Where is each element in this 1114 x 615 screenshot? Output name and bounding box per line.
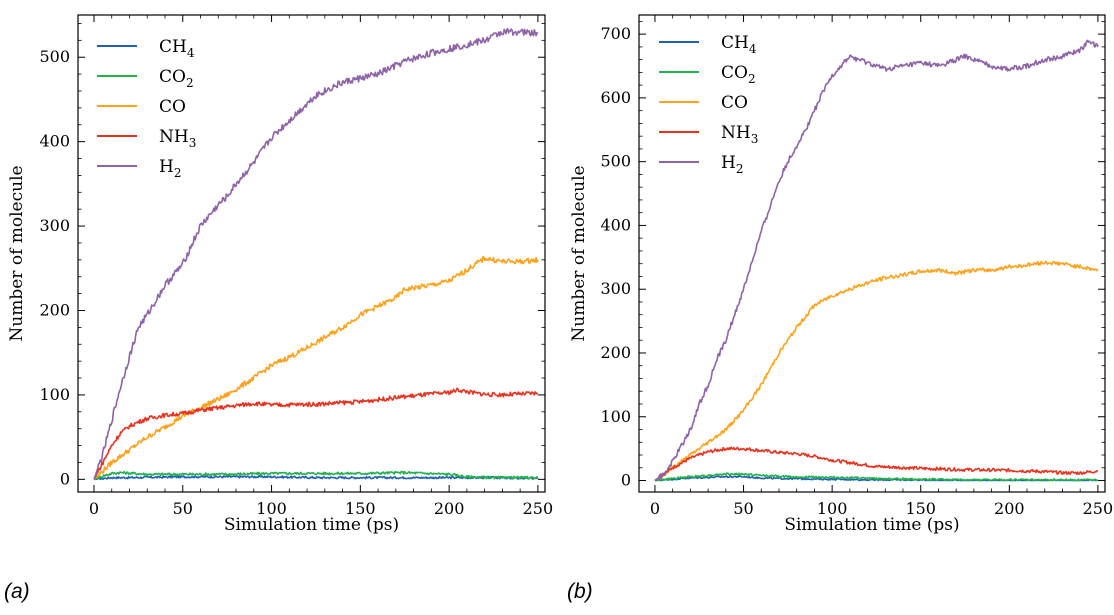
legend-label-subscript: 4 [749,42,757,56]
legend-label-subscript: 2 [736,162,744,176]
y-tick-label: 100 [600,407,631,426]
legend-label-base: H [159,157,174,177]
legend-label-subscript: 3 [189,136,197,150]
x-tick-label: 100 [256,499,287,518]
series-line-co2 [654,472,1099,482]
legend-label-base: NH [159,127,189,147]
y-tick-label: 400 [39,132,70,151]
x-tick-label: 150 [345,499,376,518]
panel-caption-b: (b) [567,580,593,603]
y-tick-label: 300 [39,216,70,235]
legend-label-base: CO [721,63,748,83]
y-tick-label: 300 [600,279,631,298]
y-tick-label: 600 [600,88,631,107]
series-line-h2 [654,39,1099,482]
legend-label-base: NH [721,123,751,143]
x-tick-label: 0 [650,499,660,518]
legend-label-subscript: 2 [174,166,182,180]
x-tick-label: 0 [89,499,99,518]
y-tick-label: 400 [600,215,631,234]
y-tick-label: 0 [621,471,631,490]
x-tick-label: 250 [1083,499,1114,518]
y-tick-label: 100 [39,385,70,404]
legend-label: CO2 [721,63,756,86]
legend-label-base: CO [721,93,748,113]
series-line-co2 [93,470,539,481]
legend-label: CO2 [159,67,194,90]
x-tick-label: 200 [434,499,465,518]
series-line-nh3 [654,446,1099,482]
x-axis-label: Simulation time (ps) [224,515,399,535]
y-tick-label: 0 [60,469,70,488]
x-tick-label: 200 [994,499,1025,518]
x-axis-label: Simulation time (ps) [784,515,959,535]
series-line-co [93,256,539,480]
legend-label-base: CO [159,67,186,87]
y-tick-label: 200 [39,300,70,319]
x-tick-label: 50 [733,499,753,518]
legend-label-base: H [721,153,736,173]
legend-label: NH3 [721,123,758,146]
chart-panel-b: 0 50 100 150 200 250 0 100 200 300 400 500 600 700 Sim… [569,14,1114,535]
x-tick-label: 50 [173,499,193,518]
legend-label: CO [721,93,748,113]
legend-label: CO [159,97,186,117]
y-tick-label: 500 [600,152,631,171]
legend-label-base: CH [159,37,187,57]
x-tick-label: 250 [523,499,554,518]
panel-caption-a: (a) [4,580,30,603]
plot-frame [77,14,546,493]
legend-label-subscript: 3 [751,132,759,146]
y-tick-label: 700 [600,24,631,43]
legend-label-subscript: 4 [187,46,195,60]
legend-label: NH3 [159,127,196,150]
legend-label-base: CH [721,33,749,53]
series-line-h2 [93,28,539,480]
series-line-nh3 [93,387,539,480]
legend-label: H2 [159,157,181,180]
chart-panel-a: 0 50 100 150 200 250 0 100 200 300 400 500 Simulatio… [7,14,554,535]
legend-label: H2 [721,153,743,176]
legend-label: CH4 [159,37,195,60]
y-tick-label: 500 [39,47,70,66]
legend-label: CH4 [721,33,757,56]
x-tick-label: 150 [905,499,936,518]
legend-label-subscript: 2 [186,76,194,90]
plot-frame [638,14,1106,493]
y-tick-label: 200 [600,343,631,362]
x-tick-label: 100 [817,499,848,518]
legend-label-base: CO [159,97,186,117]
y-axis-label: Number of molecule [7,165,27,341]
y-axis-label: Number of molecule [569,165,589,341]
series-line-co [654,260,1099,482]
legend-label-subscript: 2 [748,72,756,86]
